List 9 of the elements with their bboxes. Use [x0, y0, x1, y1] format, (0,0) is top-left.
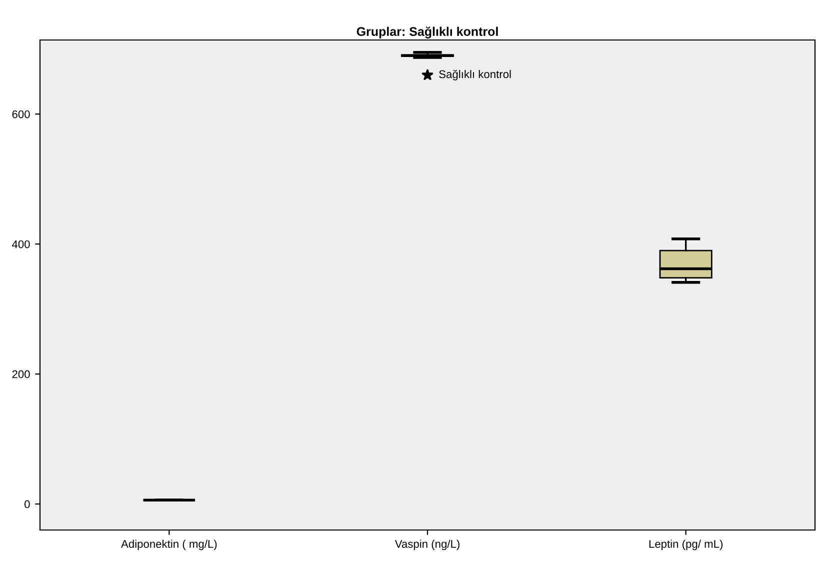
x-tick-label: Adiponektin ( mg/L) [121, 540, 217, 550]
chart-title: Gruplar: Sağlıklı kontrol [356, 26, 498, 38]
y-tick-label: 400 [12, 240, 30, 248]
x-tick-label: Leptin (pg/ mL) [649, 540, 723, 550]
annotation: Sağlıklı kontrol [439, 70, 511, 80]
y-tick-label: 0 [24, 500, 30, 508]
y-tick-label: 200 [12, 370, 30, 378]
x-tick-label: Vaspin (ng/L) [394, 540, 460, 550]
y-tick-label: 600 [12, 110, 30, 118]
